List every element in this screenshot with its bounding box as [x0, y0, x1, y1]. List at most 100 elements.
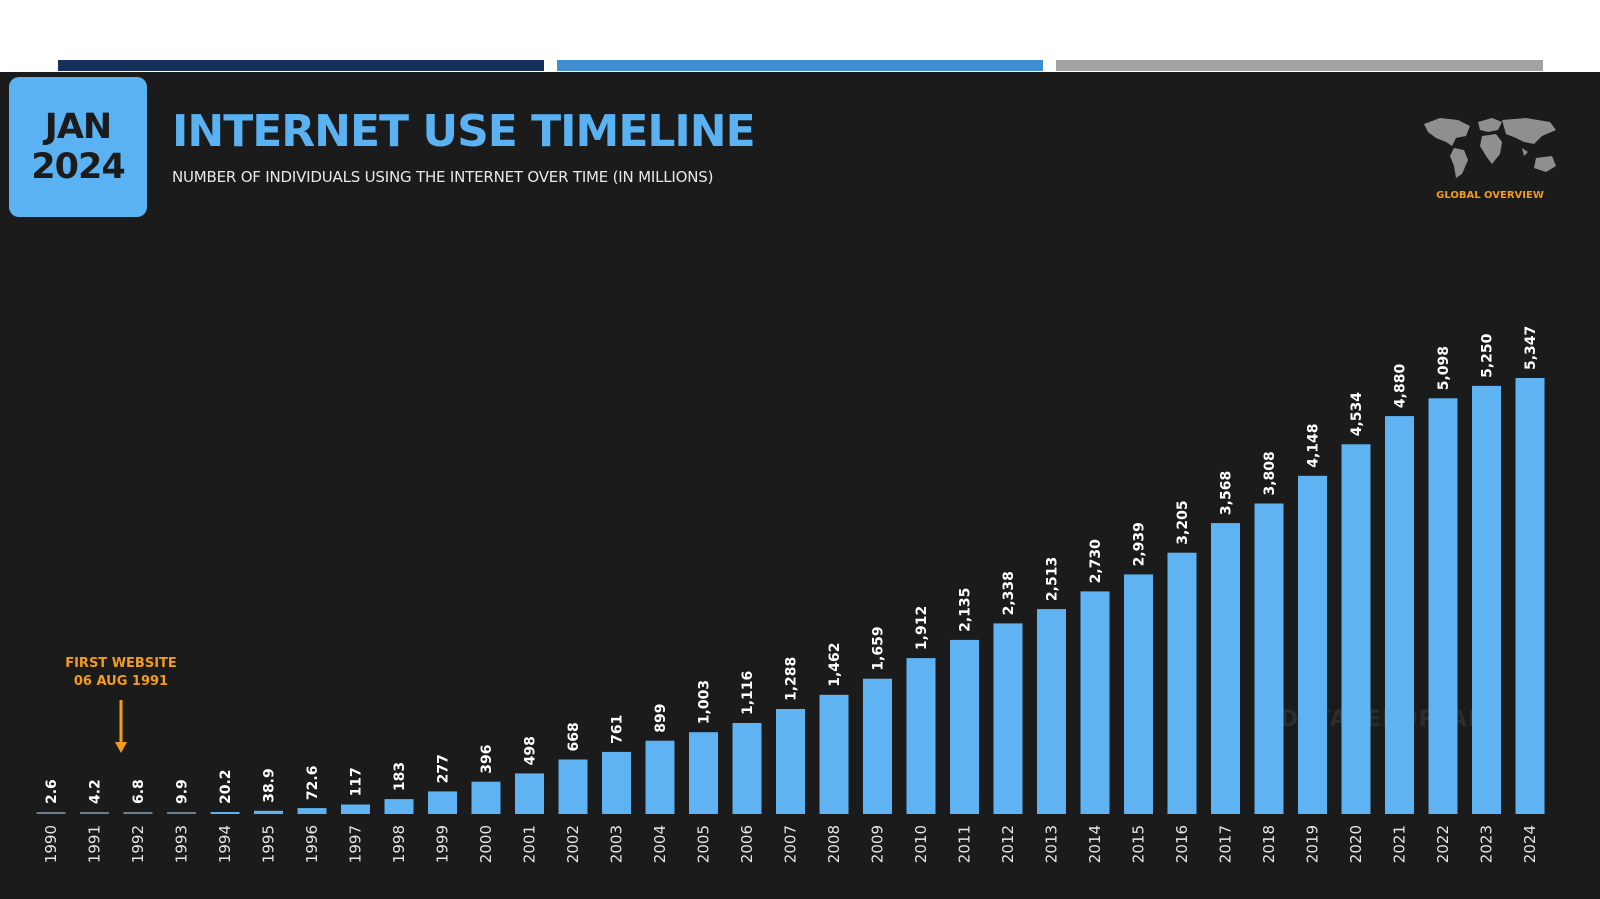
x-tick-label-2014: 2014 [1086, 825, 1104, 863]
value-label-1995: 38.9 [262, 768, 278, 803]
bar-2021 [1385, 416, 1414, 814]
x-tick-label-2023: 2023 [1478, 825, 1496, 863]
x-tick-label-2016: 2016 [1173, 825, 1191, 863]
value-label-2021: 4,880 [1393, 364, 1409, 409]
x-tick-label-2003: 2003 [608, 825, 626, 863]
value-label-2012: 2,338 [1001, 571, 1017, 615]
value-label-2020: 4,534 [1349, 392, 1365, 437]
value-label-2013: 2,513 [1045, 557, 1061, 601]
bar-1998 [384, 799, 414, 814]
value-label-1997: 117 [349, 767, 365, 796]
value-label-2024: 5,347 [1523, 326, 1539, 370]
value-label-2023: 5,250 [1480, 333, 1496, 378]
value-label-2002: 668 [566, 722, 582, 751]
chart-slide: JAN 2024 INTERNET USE TIMELINE NUMBER OF… [0, 72, 1600, 899]
annotation-arrow-head [115, 742, 127, 753]
global-overview-label: GLOBAL OVERVIEW [1436, 190, 1544, 201]
bar-1997 [341, 804, 370, 814]
x-tick-label-2015: 2015 [1130, 825, 1148, 863]
x-tick-label-1995: 1995 [260, 825, 278, 863]
value-label-2011: 2,135 [958, 588, 974, 632]
x-tick-label-2019: 2019 [1304, 825, 1322, 863]
value-label-2018: 3,808 [1262, 451, 1278, 495]
bar-2010 [906, 658, 936, 814]
x-tick-label-2001: 2001 [521, 825, 539, 863]
page-title: INTERNET USE TIMELINE [172, 106, 756, 157]
value-label-2007: 1,288 [784, 657, 800, 701]
value-label-1993: 9.9 [175, 779, 191, 804]
x-tick-label-1990: 1990 [42, 825, 60, 863]
value-label-2008: 1,462 [827, 643, 843, 687]
value-label-1999: 277 [436, 754, 452, 783]
bar-2019 [1298, 475, 1327, 814]
x-tick-label-1991: 1991 [86, 825, 104, 863]
bar-1992 [123, 812, 153, 814]
bar-1991 [80, 812, 109, 814]
bar-1994 [210, 812, 240, 814]
x-tick-label-2008: 2008 [825, 825, 843, 863]
bar-2005 [689, 732, 718, 814]
top-accent-bar-grey [1056, 60, 1543, 71]
value-label-1996: 72.6 [305, 766, 321, 801]
bar-1999 [428, 791, 457, 814]
x-tick-label-2020: 2020 [1347, 825, 1365, 863]
x-tick-label-2013: 2013 [1043, 825, 1061, 863]
bar-2007 [776, 709, 805, 814]
bar-2014 [1080, 591, 1110, 814]
value-label-2004: 899 [653, 703, 669, 732]
badge-month: JAN [44, 107, 112, 147]
bar-1990 [36, 812, 66, 814]
value-label-1998: 183 [392, 762, 408, 791]
bar-2013 [1037, 609, 1066, 814]
value-label-2019: 4,148 [1306, 424, 1322, 468]
bar-2002 [558, 759, 588, 814]
bar-2003 [602, 751, 631, 814]
x-tick-label-2004: 2004 [651, 825, 669, 863]
value-label-2017: 3,568 [1219, 471, 1235, 515]
bar-2001 [515, 773, 544, 814]
x-tick-label-2002: 2002 [564, 825, 582, 863]
x-tick-label-2005: 2005 [695, 825, 713, 863]
bar-2008 [819, 694, 849, 814]
bar-2012 [993, 623, 1023, 814]
value-label-2005: 1,003 [697, 680, 713, 724]
annotation-line-2: 06 AUG 1991 [73, 674, 169, 689]
bar-2004 [645, 740, 675, 814]
value-label-2022: 5,098 [1436, 346, 1452, 390]
world-map-icon [1424, 118, 1556, 178]
x-tick-label-2006: 2006 [738, 825, 756, 863]
value-label-2016: 3,205 [1175, 500, 1191, 544]
bar-2006 [732, 723, 762, 814]
x-tick-label-1997: 1997 [347, 825, 365, 863]
value-label-1994: 20.2 [218, 769, 234, 804]
bar-2011 [950, 639, 979, 814]
value-label-2014: 2,730 [1088, 539, 1104, 584]
top-accent-bar-navy [58, 60, 544, 71]
value-label-2000: 396 [479, 744, 495, 773]
x-tick-label-2018: 2018 [1260, 825, 1278, 863]
x-tick-label-1996: 1996 [303, 825, 321, 863]
x-tick-label-2024: 2024 [1521, 825, 1539, 863]
value-label-1990: 2.6 [44, 779, 60, 804]
x-tick-label-2009: 2009 [869, 825, 887, 863]
value-label-1992: 6.8 [131, 779, 147, 804]
bar-2009 [863, 678, 892, 814]
x-tick-label-2007: 2007 [782, 825, 800, 863]
bar-2000 [471, 781, 501, 814]
x-tick-label-2011: 2011 [956, 825, 974, 863]
value-label-2006: 1,116 [740, 671, 756, 715]
value-label-2009: 1,659 [871, 626, 887, 670]
bar-2015 [1124, 574, 1153, 814]
bar-2020 [1341, 444, 1371, 814]
x-tick-label-1999: 1999 [434, 825, 452, 863]
bar-2024 [1515, 378, 1545, 814]
x-tick-label-2022: 2022 [1434, 825, 1452, 863]
value-label-2015: 2,939 [1132, 522, 1148, 566]
bar-1996 [297, 808, 327, 814]
value-label-1991: 4.2 [88, 779, 104, 804]
x-tick-label-1998: 1998 [390, 825, 408, 863]
top-accent-bar-blue [557, 60, 1043, 71]
bar-2017 [1211, 523, 1240, 814]
x-tick-label-2010: 2010 [912, 825, 930, 863]
date-badge: JAN 2024 [9, 77, 147, 217]
